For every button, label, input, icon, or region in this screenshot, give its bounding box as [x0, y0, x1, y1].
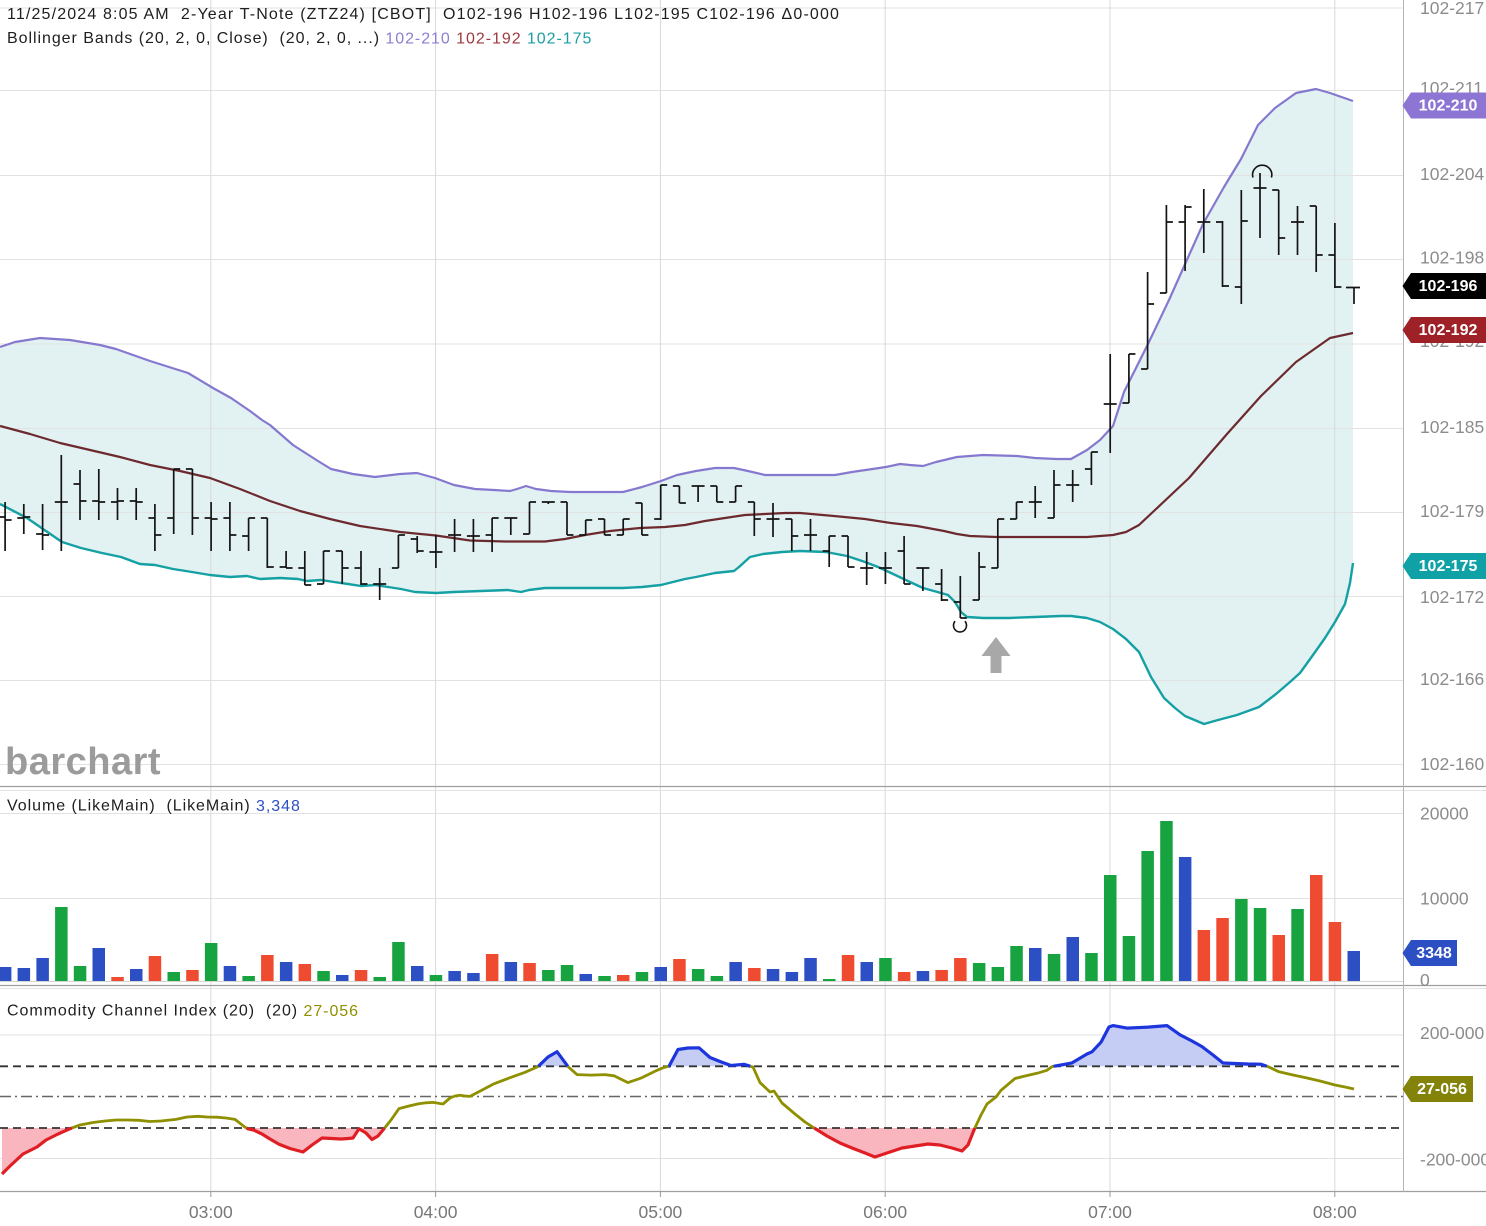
- svg-text:Volume (LikeMain) (LikeMain): Volume (LikeMain) (LikeMain) 3,348: [7, 798, 301, 815]
- svg-text:200-000: 200-000: [1420, 1023, 1484, 1043]
- svg-text:102-160: 102-160: [1420, 754, 1484, 774]
- svg-text:102-175: 102-175: [1419, 558, 1478, 575]
- svg-text:102-210: 102-210: [1419, 98, 1478, 115]
- svg-text:-200-000: -200-000: [1420, 1150, 1486, 1170]
- svg-text:102-179: 102-179: [1420, 501, 1484, 521]
- svg-text:08:00: 08:00: [1313, 1202, 1357, 1222]
- svg-text:102-196: 102-196: [1419, 278, 1478, 295]
- svg-text:10000: 10000: [1420, 889, 1469, 909]
- svg-text:0: 0: [1420, 970, 1430, 990]
- svg-text:102-172: 102-172: [1420, 587, 1484, 607]
- svg-text:27-056: 27-056: [1417, 1081, 1467, 1098]
- svg-text:102-185: 102-185: [1420, 417, 1484, 437]
- svg-text:3348: 3348: [1416, 945, 1452, 962]
- svg-text:11/25/2024 8:05 AM 2-Year T-N: 11/25/2024 8:05 AM 2-Year T-Note (ZTZ24)…: [7, 6, 840, 23]
- svg-text:102-192: 102-192: [1419, 322, 1478, 339]
- svg-text:06:00: 06:00: [863, 1202, 907, 1222]
- svg-text:Commodity Channel Index (20): Commodity Channel Index (20) (20) 27-056: [7, 1003, 359, 1020]
- svg-text:20000: 20000: [1420, 804, 1469, 824]
- svg-text:102-217: 102-217: [1420, 0, 1484, 18]
- svg-text:03:00: 03:00: [189, 1202, 233, 1222]
- svg-text:102-166: 102-166: [1420, 669, 1484, 689]
- svg-text:102-204: 102-204: [1420, 164, 1484, 184]
- svg-text:102-198: 102-198: [1420, 248, 1484, 268]
- svg-text:04:00: 04:00: [414, 1202, 458, 1222]
- svg-text:Bollinger Bands (20, 2, 0, Clo: Bollinger Bands (20, 2, 0, Close) (20, 2…: [7, 30, 592, 47]
- svg-text:05:00: 05:00: [639, 1202, 683, 1222]
- svg-text:barchart: barchart: [5, 741, 161, 783]
- svg-text:07:00: 07:00: [1088, 1202, 1132, 1222]
